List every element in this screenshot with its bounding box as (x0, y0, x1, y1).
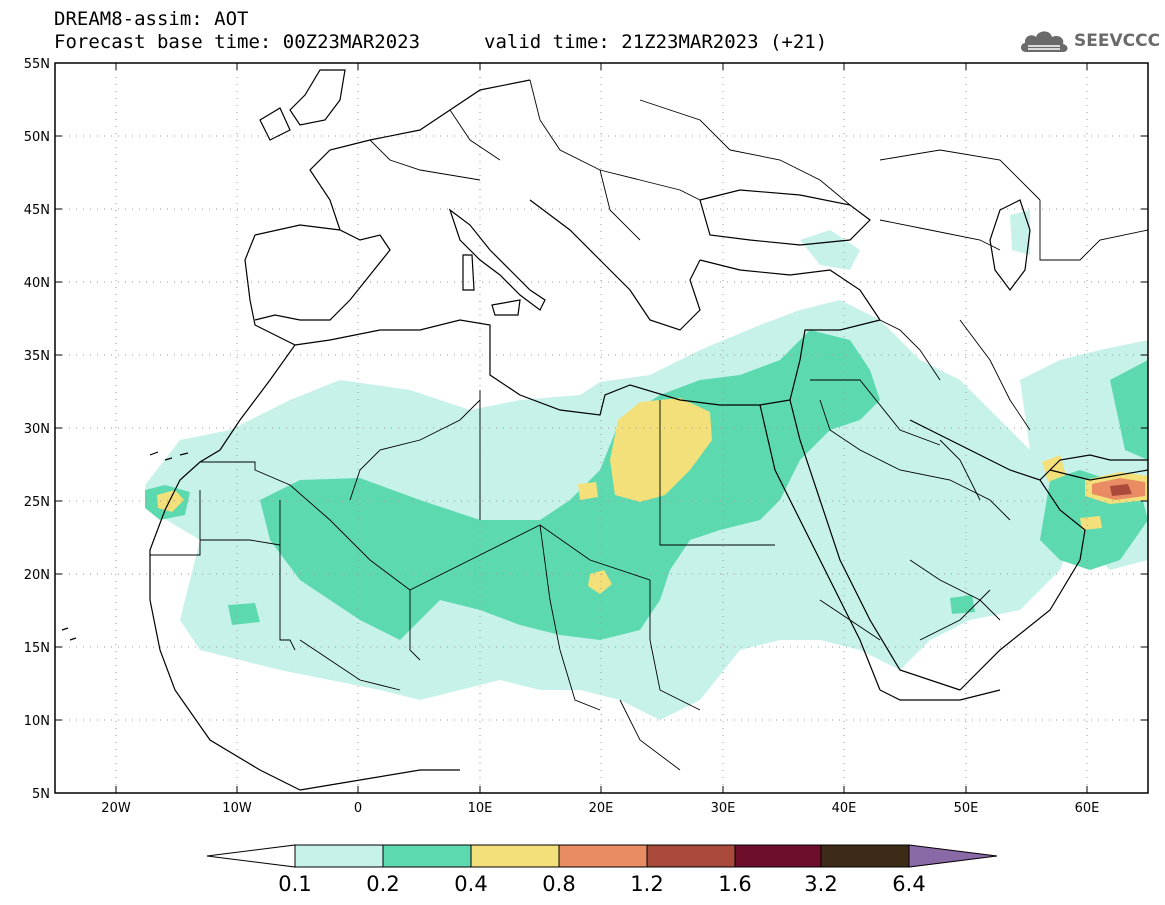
axis-ticks (55, 62, 1148, 793)
lat-label: 40N (24, 276, 50, 291)
cloud-icon (1020, 31, 1068, 52)
colorbar-swatch (382, 844, 472, 868)
colorbar-swatch (470, 844, 560, 868)
lon-label: 20E (589, 801, 614, 816)
aot-contour-0.4 (157, 490, 184, 512)
lon-label: 20W (101, 801, 131, 816)
lon-label: 60E (1075, 801, 1100, 816)
colorbar-label: 6.4 (892, 872, 925, 896)
aot-contour-0.4 (588, 570, 612, 594)
lat-label: 20N (24, 568, 50, 583)
lat-labels: 55N 50N 45N 40N 35N 30N 25N 20N 15N 10N … (24, 57, 50, 802)
map-title: DREAM8-assim: AOT (54, 8, 249, 30)
aot-contour-0.4 (610, 398, 712, 502)
aot-contour-0.2 (1110, 360, 1148, 460)
lat-label: 15N (24, 641, 50, 656)
aot-contour-0.2 (228, 603, 260, 625)
lon-label: 30E (711, 801, 736, 816)
colorbar (206, 844, 998, 868)
colorbar-swatch (646, 844, 736, 868)
aot-contour-0.4 (1080, 516, 1102, 530)
colorbar-label: 1.2 (630, 872, 663, 896)
lon-label: 0 (354, 801, 362, 816)
colorbar-swatch (558, 844, 648, 868)
logo-text: SEEVCCC (1074, 31, 1161, 51)
lon-label: 10E (468, 801, 493, 816)
seevccc-logo: SEEVCCC (1018, 24, 1160, 58)
colorbar-label: 0.8 (542, 872, 575, 896)
colorbar-swatch (294, 844, 384, 868)
aot-contour-0.4 (1042, 455, 1066, 482)
aot-contour-0.4 (578, 482, 598, 500)
lat-label: 50N (24, 130, 50, 145)
lat-label: 55N (24, 57, 50, 72)
lon-label: 40E (832, 801, 857, 816)
valid-time: valid time: 21Z23MAR2023 (+21) (484, 31, 828, 53)
lon-label: 50E (954, 801, 979, 816)
colorbar-label: 3.2 (804, 872, 837, 896)
colorbar-label: 1.6 (718, 872, 751, 896)
lon-label: 10W (222, 801, 252, 816)
aot-contour-0.1 (1010, 210, 1030, 255)
lat-label: 5N (32, 787, 50, 802)
country-borders (150, 79, 1148, 771)
lat-label: 35N (24, 349, 50, 364)
colorbar-labels: 0.1 0.2 0.4 0.8 1.2 1.6 3.2 6.4 (278, 872, 925, 896)
forecast-base-time: Forecast base time: 00Z23MAR2023 (54, 31, 421, 53)
colorbar-swatch (734, 844, 822, 868)
colorbar-label: 0.2 (366, 872, 399, 896)
aot-contour-0.2 (950, 595, 975, 614)
colorbar-high-end (908, 844, 998, 868)
aot-contour-1.2 (1110, 484, 1132, 496)
lon-labels: 20W 10W 0 10E 20E 30E 40E 50E 60E (101, 801, 1099, 816)
lat-label: 25N (24, 495, 50, 510)
colorbar-label: 0.4 (454, 872, 487, 896)
colorbar-swatch (820, 844, 910, 868)
aot-contour-0.2 (260, 330, 880, 640)
aot-field (55, 63, 1148, 793)
lat-label: 45N (24, 203, 50, 218)
lat-label: 10N (24, 714, 50, 729)
colorbar-low-end (206, 844, 296, 868)
colorbar-label: 0.1 (278, 872, 311, 896)
lat-label: 30N (24, 422, 50, 437)
